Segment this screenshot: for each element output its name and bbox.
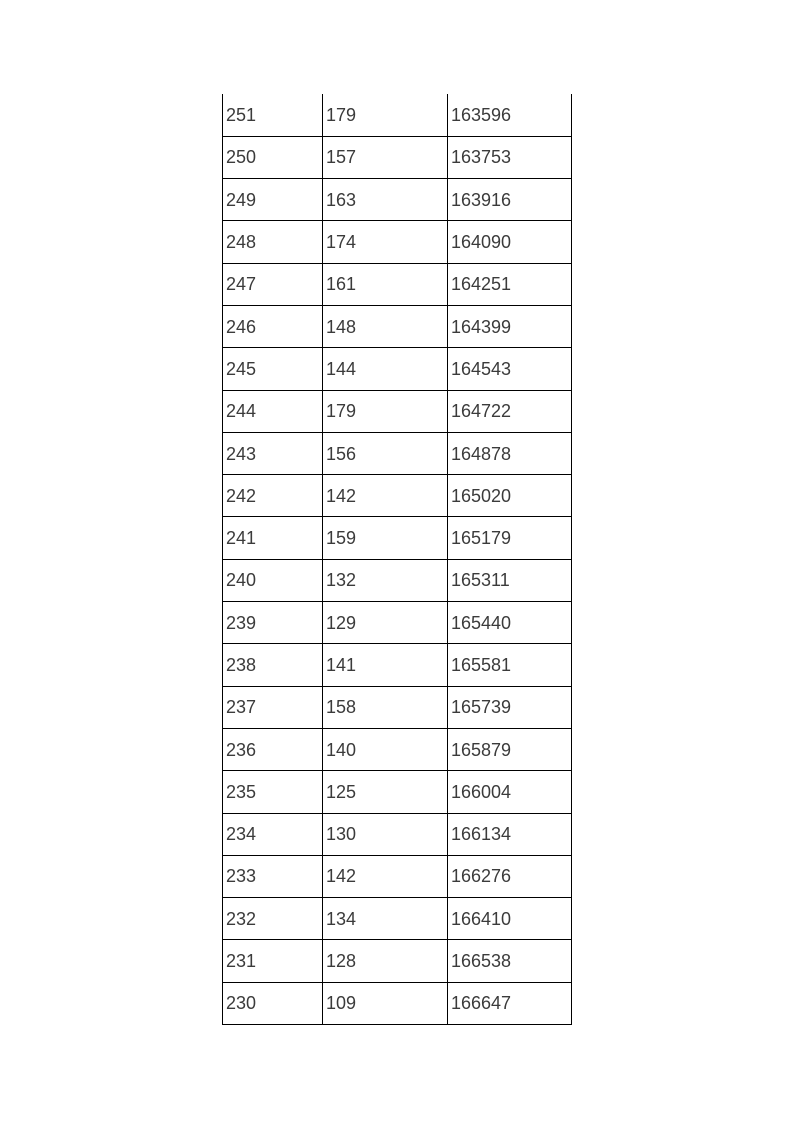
table-cell-cumulative: 165581 — [447, 643, 572, 687]
table-cell-count: 174 — [322, 220, 448, 264]
table-cell-cumulative: 166134 — [447, 812, 572, 856]
table-cell-cumulative: 166410 — [447, 897, 572, 941]
table-row: 231 128 166538 — [222, 939, 572, 983]
table-cell-count: 140 — [322, 727, 448, 772]
table-cell-score: 251 — [222, 94, 323, 137]
table-cell-score: 248 — [222, 220, 323, 264]
table-row: 249 163 163916 — [222, 178, 572, 222]
table-cell-count: 163 — [322, 178, 448, 222]
table-row: 240 132 165311 — [222, 558, 572, 603]
table-cell-count: 129 — [322, 601, 448, 645]
table-row: 241 159 165179 — [222, 516, 572, 560]
table-cell-score: 245 — [222, 347, 323, 391]
table-row: 246 148 164399 — [222, 304, 572, 349]
table-cell-score: 234 — [222, 812, 323, 856]
score-table: 251 179 163596 250 157 163753 249 163 16… — [222, 94, 572, 1026]
table-cell-count: 157 — [322, 135, 448, 180]
table-cell-score: 238 — [222, 643, 323, 687]
table-cell-count: 159 — [322, 516, 448, 560]
table-cell-cumulative: 164543 — [447, 347, 572, 391]
table-cell-count: 156 — [322, 431, 448, 476]
table-cell-cumulative: 166647 — [447, 981, 572, 1026]
table-cell-score: 240 — [222, 558, 323, 603]
table-cell-score: 236 — [222, 727, 323, 772]
table-cell-count: 109 — [322, 981, 448, 1026]
table-cell-cumulative: 164878 — [447, 431, 572, 476]
table-cell-count: 161 — [322, 262, 448, 306]
table-cell-count: 142 — [322, 474, 448, 518]
table-cell-cumulative: 163916 — [447, 178, 572, 222]
table-row: 234 130 166134 — [222, 812, 572, 856]
table-cell-score: 243 — [222, 431, 323, 476]
table-cell-count: 179 — [322, 389, 448, 433]
table-row: 235 125 166004 — [222, 770, 572, 814]
table-cell-count: 128 — [322, 939, 448, 983]
table-cell-count: 148 — [322, 304, 448, 349]
table-cell-score: 244 — [222, 389, 323, 433]
score-table-body: 251 179 163596 250 157 163753 249 163 16… — [222, 94, 572, 1026]
table-cell-cumulative: 164090 — [447, 220, 572, 264]
table-cell-score: 230 — [222, 981, 323, 1026]
table-cell-count: 125 — [322, 770, 448, 814]
table-cell-score: 232 — [222, 897, 323, 941]
table-row: 243 156 164878 — [222, 431, 572, 476]
table-cell-score: 241 — [222, 516, 323, 560]
table-cell-cumulative: 165020 — [447, 474, 572, 518]
table-cell-cumulative: 165879 — [447, 727, 572, 772]
table-cell-cumulative: 164722 — [447, 389, 572, 433]
table-cell-cumulative: 164399 — [447, 304, 572, 349]
table-cell-score: 250 — [222, 135, 323, 180]
table-cell-cumulative: 165179 — [447, 516, 572, 560]
table-row: 248 174 164090 — [222, 220, 572, 264]
table-row: 250 157 163753 — [222, 135, 572, 180]
table-cell-cumulative: 166276 — [447, 854, 572, 899]
table-cell-cumulative: 165311 — [447, 558, 572, 603]
table-cell-cumulative: 165739 — [447, 685, 572, 729]
table-cell-score: 249 — [222, 178, 323, 222]
table-cell-score: 231 — [222, 939, 323, 983]
table-row: 239 129 165440 — [222, 601, 572, 645]
table-cell-score: 247 — [222, 262, 323, 306]
table-cell-cumulative: 164251 — [447, 262, 572, 306]
table-cell-score: 233 — [222, 854, 323, 899]
table-row: 245 144 164543 — [222, 347, 572, 391]
table-cell-cumulative: 163753 — [447, 135, 572, 180]
table-cell-count: 142 — [322, 854, 448, 899]
table-cell-score: 235 — [222, 770, 323, 814]
table-row: 238 141 165581 — [222, 643, 572, 687]
table-row: 247 161 164251 — [222, 262, 572, 306]
table-cell-count: 134 — [322, 897, 448, 941]
table-cell-count: 141 — [322, 643, 448, 687]
table-row: 251 179 163596 — [222, 94, 572, 137]
table-cell-score: 246 — [222, 304, 323, 349]
table-row: 232 134 166410 — [222, 897, 572, 941]
table-cell-cumulative: 163596 — [447, 94, 572, 137]
table-cell-score: 237 — [222, 685, 323, 729]
table-cell-count: 179 — [322, 94, 448, 137]
table-cell-count: 144 — [322, 347, 448, 391]
table-row: 236 140 165879 — [222, 727, 572, 772]
table-cell-score: 242 — [222, 474, 323, 518]
table-row: 233 142 166276 — [222, 854, 572, 899]
table-cell-count: 130 — [322, 812, 448, 856]
table-cell-cumulative: 166004 — [447, 770, 572, 814]
table-row: 230 109 166647 — [222, 981, 572, 1026]
table-cell-score: 239 — [222, 601, 323, 645]
table-cell-count: 158 — [322, 685, 448, 729]
table-row: 244 179 164722 — [222, 389, 572, 433]
table-cell-count: 132 — [322, 558, 448, 603]
table-cell-cumulative: 165440 — [447, 601, 572, 645]
table-row: 237 158 165739 — [222, 685, 572, 729]
table-row: 242 142 165020 — [222, 474, 572, 518]
table-cell-cumulative: 166538 — [447, 939, 572, 983]
